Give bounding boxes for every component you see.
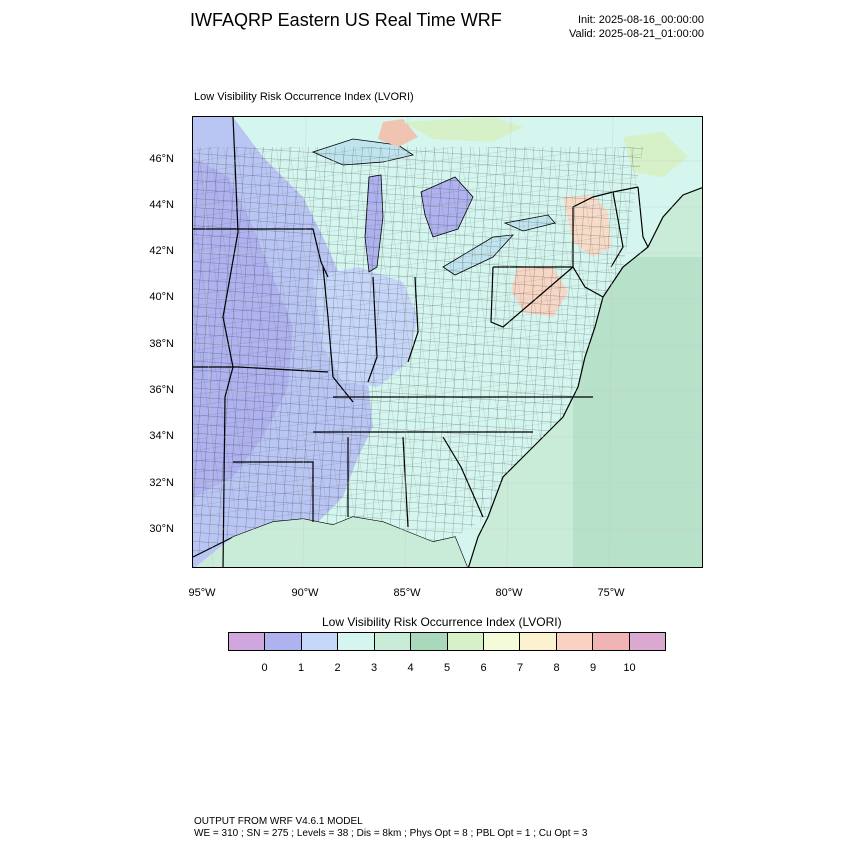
mid-index-region-ont <box>403 117 523 142</box>
graticule <box>193 117 702 567</box>
lat-label-38n: 38°N <box>149 338 174 350</box>
colorbar-box-3 <box>338 633 375 650</box>
colorbar-tick-4: 4 <box>407 662 414 674</box>
colorbar-box-5 <box>411 633 448 650</box>
lat-label-34n: 34°N <box>149 430 174 442</box>
lat-label-46n: 46°N <box>149 153 174 165</box>
colorbar-tick-6: 6 <box>480 662 487 674</box>
colorbar-box-10 <box>593 633 630 650</box>
colorbar-box-1 <box>265 633 302 650</box>
main-title: IWFAQRP Eastern US Real Time WRF <box>190 10 502 30</box>
map-panel <box>192 116 703 568</box>
lon-label-85w: 85°W <box>393 587 421 599</box>
colorbar-box-4 <box>374 633 412 650</box>
colorbar-title: Low Visibility Risk Occurrence Index (LV… <box>322 615 562 629</box>
gulf-water <box>195 517 468 567</box>
colorbar-box-6 <box>447 633 484 650</box>
lat-label-32n: 32°N <box>149 477 174 489</box>
init-time: Init: 2025-08-16_00:00:00 <box>578 14 704 26</box>
colorbar-box-2 <box>301 633 339 650</box>
colorbar-box-8 <box>520 633 557 650</box>
map-image <box>193 117 702 567</box>
colorbar-tick-7: 7 <box>516 662 524 674</box>
lon-label-90w: 90°W <box>291 587 319 599</box>
colorbar-tick-5: 5 <box>443 662 451 674</box>
valid-time: Valid: 2025-08-21_01:00:00 <box>569 28 704 40</box>
colorbar <box>228 632 666 651</box>
colorbar-tick-0: 0 <box>261 662 268 674</box>
colorbar-tick-10: 10 <box>623 662 636 674</box>
lon-label-95w: 95°W <box>188 587 216 599</box>
colorbar-tick-8: 8 <box>553 662 560 674</box>
lat-label-44n: 44°N <box>149 199 174 211</box>
lat-label-36n: 36°N <box>149 384 174 396</box>
colorbar-box-11 <box>629 633 666 650</box>
colorbar-box-7 <box>483 633 521 650</box>
footer-config: WE = 310 ; SN = 275 ; Levels = 38 ; Dis … <box>194 828 588 839</box>
plot-title: Low Visibility Risk Occurrence Index (LV… <box>194 91 414 103</box>
state-borders <box>193 117 649 567</box>
colorbar-box-9 <box>556 633 594 650</box>
colorbar-tick-1: 1 <box>297 662 305 674</box>
colorbar-box-0 <box>229 633 266 650</box>
lat-label-40n: 40°N <box>149 291 174 303</box>
lat-label-42n: 42°N <box>149 245 174 257</box>
colorbar-tick-9: 9 <box>589 662 597 674</box>
colorbar-tick-3: 3 <box>370 662 378 674</box>
footer-model: OUTPUT FROM WRF V4.6.1 MODEL <box>194 816 363 827</box>
lon-label-75w: 75°W <box>597 587 625 599</box>
lat-label-30n: 30°N <box>149 523 174 535</box>
lon-label-80w: 80°W <box>495 587 523 599</box>
colorbar-tick-2: 2 <box>334 662 341 674</box>
